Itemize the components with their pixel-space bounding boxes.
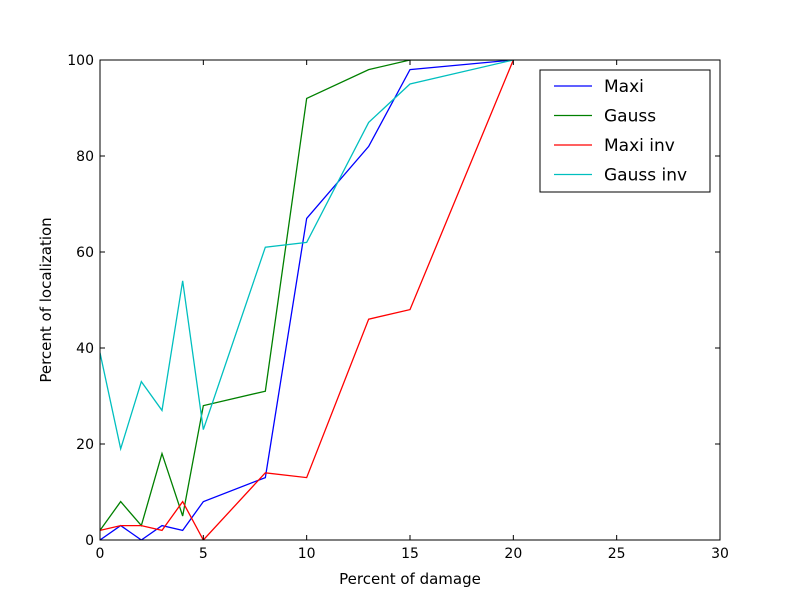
legend-box bbox=[539, 69, 711, 193]
x-tick-label: 10 bbox=[298, 546, 316, 562]
x-tick-label: 30 bbox=[711, 546, 729, 562]
y-tick-label: 80 bbox=[76, 149, 94, 165]
series-line-gauss-inv bbox=[100, 60, 514, 452]
legend: Maxi Gauss Maxi inv Gauss inv bbox=[539, 69, 711, 193]
series-line-maxi bbox=[100, 60, 514, 540]
legend-label: Maxi inv bbox=[604, 136, 675, 156]
y-tick-label: 40 bbox=[76, 341, 94, 357]
x-tick-label: 25 bbox=[608, 546, 626, 562]
y-axis-label: Percent of localization bbox=[37, 217, 55, 382]
y-tick-label: 0 bbox=[85, 533, 94, 549]
x-tick-label: 0 bbox=[96, 546, 105, 562]
x-axis-label: Percent of damage bbox=[339, 570, 481, 588]
y-tick-label: 100 bbox=[67, 53, 94, 69]
x-tick-label: 5 bbox=[199, 546, 208, 562]
y-tick-label: 60 bbox=[76, 245, 94, 261]
x-tick-label: 15 bbox=[401, 546, 419, 562]
series-line-gauss bbox=[100, 60, 514, 531]
legend-label: Maxi bbox=[604, 77, 644, 97]
series-line-maxi-inv bbox=[100, 60, 514, 540]
ticks-layer: 0 5 10 15 20 25 30 0 20 40 60 80 100 bbox=[67, 53, 729, 562]
series-layer bbox=[100, 60, 514, 540]
y-tick-label: 20 bbox=[76, 437, 94, 453]
legend-label: Gauss bbox=[604, 107, 656, 127]
x-tick-label: 20 bbox=[504, 546, 522, 562]
legend-label: Gauss inv bbox=[604, 166, 687, 186]
